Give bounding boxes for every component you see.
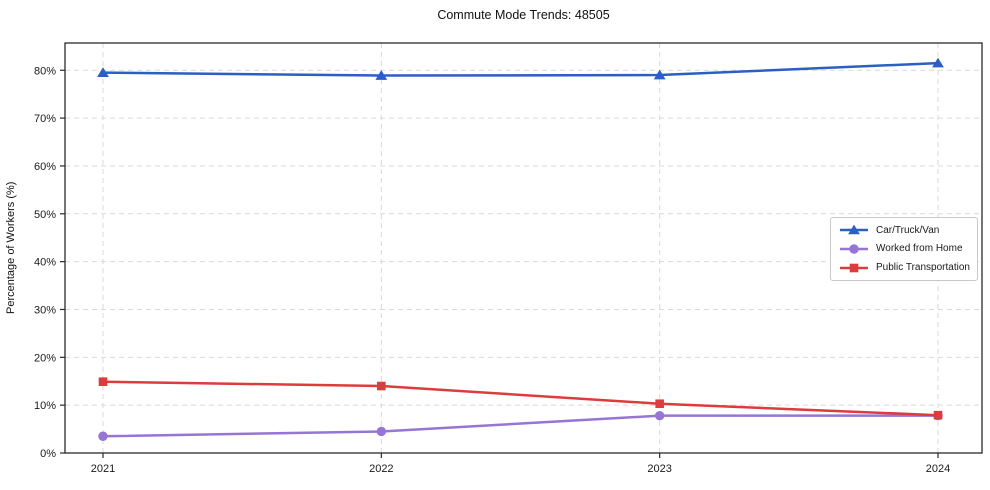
- triangle-marker: [97, 67, 109, 77]
- legend-item-public-transportation: Public Transportation: [839, 261, 970, 275]
- legend-item-worked-from-home: Worked from Home: [839, 242, 969, 256]
- car-truck-van-line-marker-icon: [839, 223, 869, 237]
- circle-marker: [98, 431, 108, 441]
- y-tick-label: 40%: [34, 257, 56, 269]
- y-tick-label: 30%: [34, 304, 56, 316]
- series-car-truck-van: [97, 57, 944, 80]
- x-tick-label: 2021: [91, 463, 115, 475]
- series-line: [101, 380, 940, 417]
- x-tick-label: 2024: [926, 463, 950, 475]
- y-tick-label: 60%: [34, 161, 56, 173]
- y-tick-label: 80%: [34, 65, 56, 77]
- square-marker: [849, 263, 859, 272]
- y-tick-label: 20%: [34, 352, 56, 364]
- circle-marker: [376, 426, 387, 437]
- y-tick-label: 0%: [40, 448, 56, 460]
- square-marker: [98, 377, 108, 387]
- series-public-transportation: [98, 377, 943, 420]
- triangle-marker: [653, 69, 666, 80]
- legend-item-car-truck-van: Car/Truck/Van: [839, 223, 969, 237]
- legend: Car/Truck/Van Worked from Home Public Tr…: [830, 217, 978, 281]
- square-marker: [933, 410, 943, 420]
- circle-marker: [849, 244, 859, 254]
- triangle-marker: [932, 57, 944, 68]
- public-transportation-line-marker-icon: [839, 261, 869, 275]
- series-line: [101, 414, 940, 438]
- square-marker: [377, 381, 386, 391]
- y-tick-label: 10%: [34, 400, 56, 412]
- legend-label: Car/Truck/Van: [876, 224, 940, 236]
- chart-title: Commute Mode Trends: 48505: [437, 8, 610, 22]
- series-worked-from-home: [98, 410, 943, 441]
- x-tick-label: 2023: [647, 463, 671, 475]
- worked-from-home-line-marker-icon: [839, 242, 869, 256]
- triangle-marker: [848, 224, 860, 235]
- y-tick-label: 50%: [34, 209, 56, 221]
- x-tick-label: 2022: [369, 463, 393, 475]
- legend-label: Worked from Home: [876, 243, 963, 255]
- plot-frame: [64, 42, 983, 454]
- legend-label: Public Transportation: [876, 262, 970, 274]
- circle-marker: [654, 410, 665, 421]
- square-marker: [655, 399, 664, 409]
- series-line: [101, 61, 940, 77]
- triangle-marker: [375, 70, 388, 80]
- y-tick-label: 70%: [34, 113, 56, 125]
